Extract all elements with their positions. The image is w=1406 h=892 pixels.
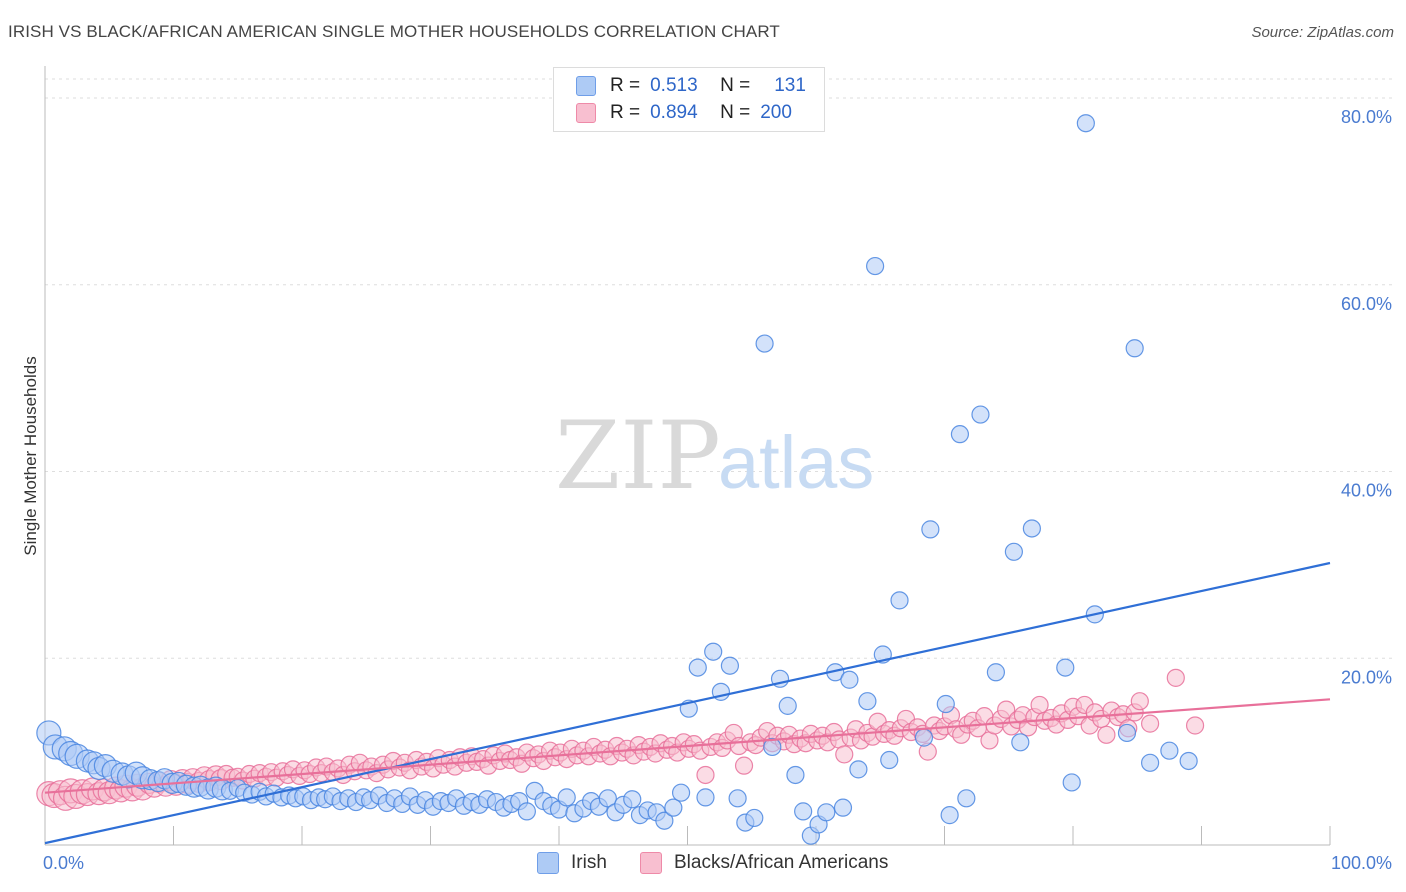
x-tick-labels: 0.0% 100.0%	[43, 853, 1392, 873]
point-irish	[1125, 339, 1144, 358]
point-irish	[940, 806, 959, 825]
point-irish	[664, 798, 683, 817]
point-irish	[763, 737, 782, 757]
legend-r-value: 0.513	[650, 75, 698, 96]
point-irish	[840, 670, 859, 689]
point-irish	[971, 405, 990, 424]
legend-swatch-black	[576, 103, 596, 123]
point-black	[835, 745, 854, 764]
point-irish	[517, 802, 536, 821]
y-axis-label: Single Mother Households	[21, 356, 40, 555]
point-irish	[655, 811, 674, 830]
watermark-zip: ZIP	[555, 402, 721, 511]
bottom-legend-swatch-black	[640, 852, 662, 874]
legend-r-value: 0.894	[650, 102, 698, 123]
point-irish	[1140, 753, 1160, 772]
legend-r-label: R =	[610, 102, 641, 123]
point-irish	[1179, 751, 1198, 771]
point-black	[1097, 725, 1116, 744]
point-irish	[880, 750, 899, 770]
legend-row-irish: R = 0.513 N = 131	[576, 74, 806, 98]
point-irish	[921, 520, 940, 539]
point-irish	[778, 696, 797, 715]
point-black	[1130, 692, 1149, 711]
trend-lines	[44, 561, 1331, 845]
legend-n-label: N =	[720, 102, 751, 123]
point-irish	[557, 788, 576, 807]
watermark: ZIP atlas	[555, 402, 874, 511]
point-irish	[794, 802, 813, 821]
watermark-atlas: atlas	[718, 421, 874, 504]
legend-n-label: N =	[720, 75, 751, 96]
point-black	[1166, 668, 1185, 687]
x-tick-label: 0.0%	[43, 853, 84, 873]
legend-swatch-irish	[576, 76, 596, 96]
point-irish	[745, 808, 764, 828]
point-irish	[833, 798, 853, 817]
point-black	[696, 765, 715, 785]
point-irish	[1062, 773, 1081, 792]
point-irish	[858, 692, 877, 711]
legend-n-value: 131	[774, 75, 806, 96]
point-irish	[755, 334, 774, 353]
y-tick-label: 80.0%	[1341, 107, 1392, 127]
point-irish	[817, 803, 836, 822]
trend-line-black	[44, 698, 1331, 794]
point-irish	[1004, 542, 1023, 561]
legend-r-label: R =	[610, 75, 641, 96]
y-tick-label: 40.0%	[1341, 481, 1392, 501]
gridlines	[45, 78, 1392, 659]
y-tick-labels: 20.0% 40.0% 60.0% 80.0%	[1341, 107, 1392, 687]
bottom-legend-swatch-irish	[537, 852, 559, 874]
axes	[44, 66, 1331, 846]
bottom-legend: Irish Blacks/African Americans	[0, 852, 1406, 878]
point-black	[1140, 714, 1160, 733]
bottom-legend-black: Blacks/African Americans	[640, 852, 888, 874]
point-irish	[1076, 114, 1095, 133]
bottom-legend-label-irish: Irish	[571, 852, 607, 873]
point-irish	[671, 783, 691, 802]
bottom-legend-label-black: Blacks/African Americans	[674, 852, 889, 873]
point-irish	[598, 789, 617, 808]
point-irish	[914, 728, 934, 747]
point-black	[734, 756, 754, 775]
point-black	[997, 700, 1016, 719]
point-irish	[704, 642, 723, 661]
point-irish	[957, 789, 976, 808]
point-irish	[936, 694, 955, 714]
point-irish	[1117, 723, 1137, 743]
point-irish	[720, 656, 740, 675]
point-irish	[849, 760, 868, 779]
x-tick-label: 100.0%	[1331, 853, 1392, 873]
legend-box: R = 0.513 N = 131 R = 0.894 N = 200	[553, 67, 825, 132]
y-tick-label: 60.0%	[1341, 294, 1392, 314]
source-label: Source: ZipAtlas.com	[1251, 24, 1394, 41]
point-irish	[623, 790, 642, 809]
series-irish-points	[36, 114, 1198, 845]
point-irish	[1160, 741, 1179, 760]
point-irish	[1056, 658, 1075, 677]
point-irish	[950, 425, 970, 444]
point-irish	[890, 591, 909, 610]
legend-n-value: 200	[760, 102, 792, 123]
bottom-legend-irish: Irish	[537, 852, 607, 874]
point-irish	[1011, 733, 1030, 752]
point-irish	[1022, 519, 1041, 538]
point-irish	[728, 789, 747, 808]
point-irish	[986, 663, 1006, 682]
point-irish	[866, 256, 885, 276]
legend-row-black: R = 0.894 N = 200	[576, 101, 792, 125]
trend-line-irish	[44, 561, 1331, 845]
point-irish	[696, 788, 715, 807]
y-tick-label: 20.0%	[1341, 667, 1392, 687]
chart-title: IRISH VS BLACK/AFRICAN AMERICAN SINGLE M…	[8, 22, 780, 41]
point-irish	[786, 765, 805, 785]
point-black	[1185, 716, 1205, 735]
point-irish	[688, 658, 707, 677]
